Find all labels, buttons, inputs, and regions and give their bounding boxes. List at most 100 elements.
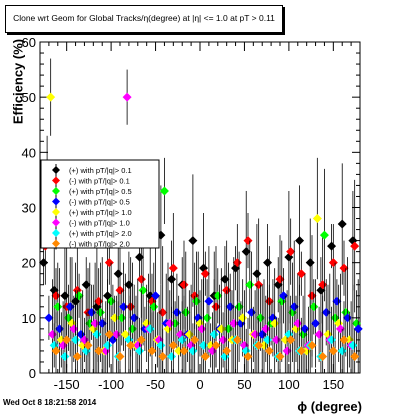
data-point [39, 258, 49, 268]
data-point [255, 313, 265, 323]
data-point [197, 324, 207, 334]
data-point [136, 335, 146, 345]
data-point [46, 92, 56, 102]
data-point [120, 329, 130, 339]
data-point [62, 335, 72, 345]
data-point [188, 236, 198, 246]
data-point [53, 302, 63, 312]
data-point [245, 280, 255, 290]
data-point [311, 318, 321, 328]
data-point [353, 324, 363, 334]
data-point [232, 335, 242, 345]
data-point [307, 291, 317, 301]
data-point [87, 307, 97, 317]
data-point [200, 351, 210, 361]
data-point [119, 302, 129, 312]
y-tick-label: 60 [22, 35, 36, 50]
data-point [170, 318, 180, 328]
data-point [271, 335, 281, 345]
x-tick-label: 50 [237, 377, 251, 392]
data-point [81, 280, 91, 290]
y-tick-label: 40 [22, 145, 36, 160]
data-point [115, 285, 125, 295]
data-point [191, 296, 201, 306]
data-point [110, 313, 120, 323]
data-point [97, 318, 107, 328]
data-point [232, 258, 242, 268]
data-point [65, 302, 75, 312]
data-point [280, 335, 290, 345]
y-tick-label: 10 [22, 311, 36, 326]
legend-marker [52, 176, 60, 185]
data-point [71, 335, 81, 345]
data-point [305, 258, 315, 268]
data-point [158, 307, 168, 317]
data-point [129, 313, 139, 323]
data-point [117, 313, 127, 323]
legend-marker [52, 166, 60, 174]
data-point [343, 313, 353, 323]
data-point [174, 346, 184, 356]
data-point [126, 340, 136, 350]
data-point [321, 307, 331, 317]
data-point [135, 252, 145, 262]
data-point [44, 313, 54, 323]
data-point [286, 335, 296, 345]
data-point [337, 219, 347, 229]
data-point [293, 318, 303, 328]
data-point [263, 335, 273, 345]
data-point [229, 318, 239, 328]
data-point [104, 258, 114, 268]
data-point [332, 296, 342, 306]
data-point [275, 351, 285, 361]
data-point [104, 329, 114, 339]
data-point [250, 329, 260, 339]
legend-marker [52, 239, 60, 248]
data-point [145, 324, 155, 334]
data-point [72, 351, 82, 361]
data-point [350, 351, 360, 361]
data-point [275, 274, 285, 284]
legend-marker [52, 187, 60, 195]
data-point [179, 346, 189, 356]
data-point [90, 318, 100, 328]
data-point [295, 236, 305, 246]
data-point [348, 340, 358, 350]
legend-marker [52, 208, 60, 216]
data-point [270, 318, 280, 328]
y-tick-label: 30 [22, 201, 36, 216]
data-point [188, 346, 198, 356]
data-point [296, 269, 306, 279]
data-point [111, 329, 121, 339]
data-point [254, 340, 264, 350]
data-point [318, 280, 328, 290]
data-point [247, 307, 257, 317]
data-point [181, 307, 191, 317]
data-point [243, 236, 253, 246]
data-point [200, 269, 210, 279]
data-point [55, 324, 65, 334]
data-point [60, 351, 70, 361]
x-tick-label: 100 [278, 377, 300, 392]
data-point [259, 340, 269, 350]
x-tick-label: 150 [322, 377, 344, 392]
data-point [243, 351, 253, 361]
data-point [330, 313, 340, 323]
data-point [339, 335, 349, 345]
data-point [314, 329, 324, 339]
data-point [257, 329, 267, 339]
legend-entry: (-) with pT/|q|> 2.0 [69, 240, 130, 249]
data-point [168, 263, 178, 273]
data-point [307, 340, 317, 350]
data-point [138, 285, 148, 295]
data-point [264, 346, 274, 356]
data-point [135, 346, 145, 356]
data-point [190, 335, 200, 345]
x-tick-label: -50 [146, 377, 165, 392]
data-point [168, 340, 178, 350]
data-point [319, 230, 329, 240]
data-point [172, 307, 182, 317]
data-point [167, 351, 177, 361]
data-point [223, 324, 233, 334]
